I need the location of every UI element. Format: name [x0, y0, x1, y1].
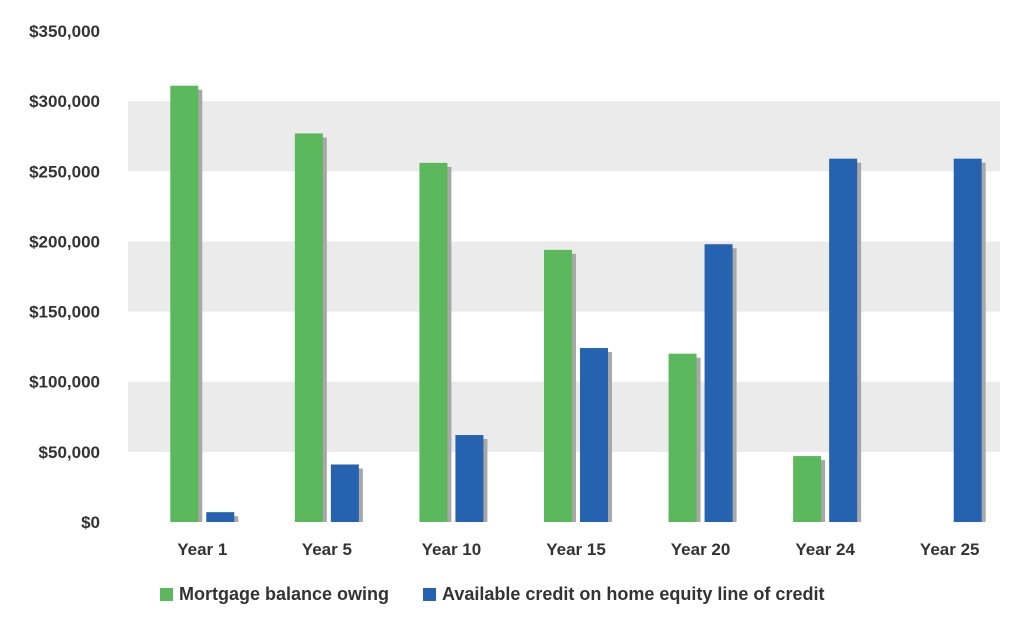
bar-available-credit — [455, 435, 484, 522]
y-axis-ticks: $0 $50,000 $100,000 $150,000 $200,000 $250,00… — [29, 22, 100, 532]
x-axis-labels: Year 1 Year 5 Year 10 Year 15 Year 20 Year 24… — [177, 540, 979, 559]
legend-item-mortgage: Mortgage balance owing — [160, 584, 389, 605]
x-category-label: Year 1 — [177, 540, 227, 559]
y-tick-label: $100,000 — [29, 373, 100, 392]
x-category-label: Year 25 — [920, 540, 980, 559]
bar-series — [170, 85, 986, 523]
y-tick-label: $50,000 — [39, 443, 100, 462]
bar-mortgage-balance — [793, 456, 822, 522]
bar-mortgage-balance — [419, 162, 448, 522]
x-category-label: Year 20 — [671, 540, 731, 559]
bar-available-credit — [206, 512, 235, 522]
y-tick-label: $300,000 — [29, 92, 100, 111]
y-tick-label: $0 — [81, 513, 100, 532]
legend-label-heloc: Available credit on home equity line of … — [442, 584, 825, 604]
bar-available-credit — [829, 158, 858, 522]
y-tick-label: $250,000 — [29, 162, 100, 181]
y-tick-label: $200,000 — [29, 232, 100, 251]
legend-swatch-heloc — [423, 588, 437, 601]
legend-item-heloc: Available credit on home equity line of … — [423, 584, 824, 605]
y-tick-label: $350,000 — [29, 22, 100, 41]
bar-available-credit — [580, 348, 608, 522]
bar-available-credit — [330, 464, 359, 522]
bar-available-credit — [953, 158, 982, 522]
x-category-label: Year 15 — [546, 540, 606, 559]
bar-mortgage-balance — [544, 249, 572, 523]
bar-mortgage-balance — [294, 133, 323, 522]
y-tick-label: $150,000 — [29, 303, 100, 322]
bar-mortgage-balance — [170, 85, 199, 522]
legend: Mortgage balance owing Available credit … — [160, 584, 858, 605]
x-category-label: Year 10 — [422, 540, 482, 559]
legend-label-mortgage: Mortgage balance owing — [179, 584, 390, 604]
x-category-label: Year 24 — [795, 540, 855, 559]
bar-mortgage-balance — [668, 353, 697, 522]
legend-swatch-mortgage — [160, 588, 173, 601]
bar-available-credit — [704, 244, 733, 522]
grid-band — [128, 101, 1000, 172]
x-category-label: Year 5 — [302, 540, 352, 559]
